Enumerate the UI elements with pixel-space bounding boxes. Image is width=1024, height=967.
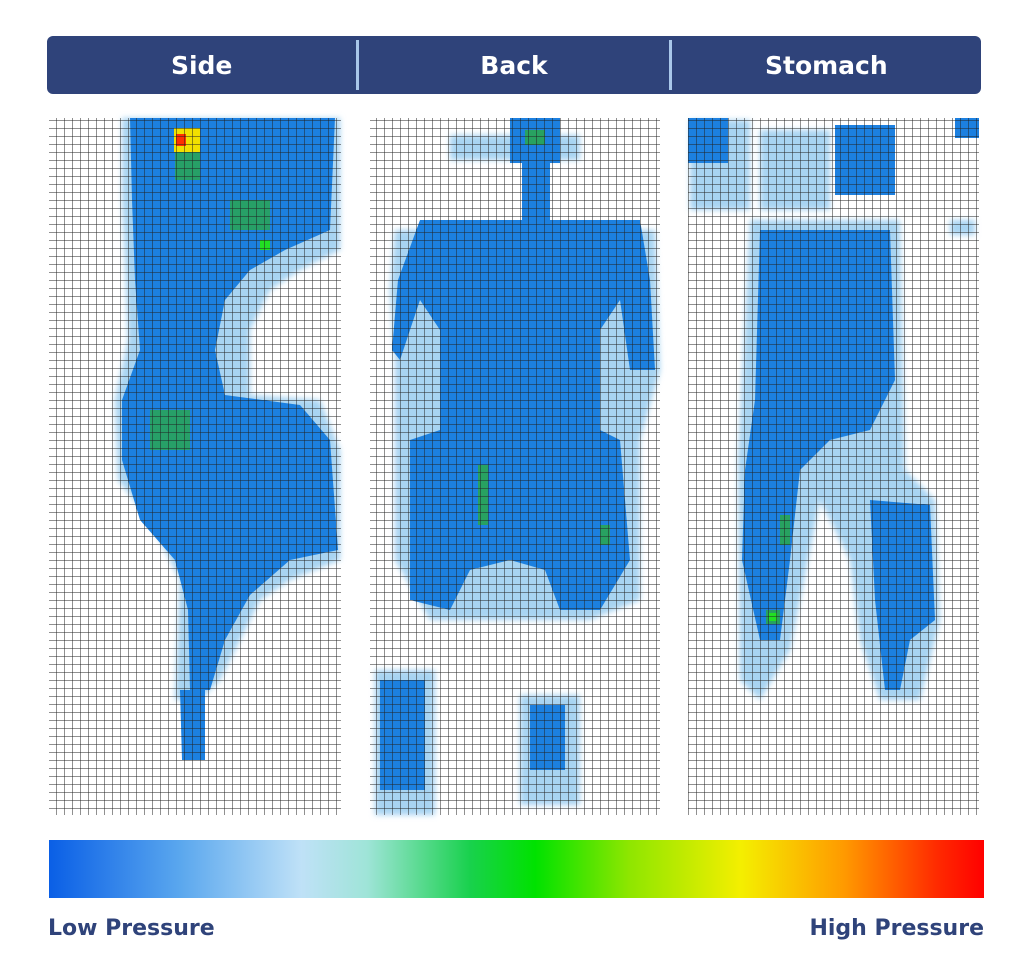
tab[interactable]: Side (170, 50, 233, 80)
pressure-maps (49, 118, 979, 815)
side-map (49, 118, 341, 815)
legend-high-label: High Pressure (809, 916, 984, 941)
tab-bar: Side Back Stomach (47, 36, 981, 94)
divider (356, 40, 360, 90)
stomach-map (688, 118, 979, 815)
pressure-gradient (49, 840, 984, 898)
divider (668, 40, 672, 90)
back-map (370, 118, 660, 815)
legend-low-label: Low Pressure (48, 916, 215, 941)
tab[interactable]: Stomach (764, 50, 888, 80)
tab[interactable]: Back (480, 50, 548, 80)
